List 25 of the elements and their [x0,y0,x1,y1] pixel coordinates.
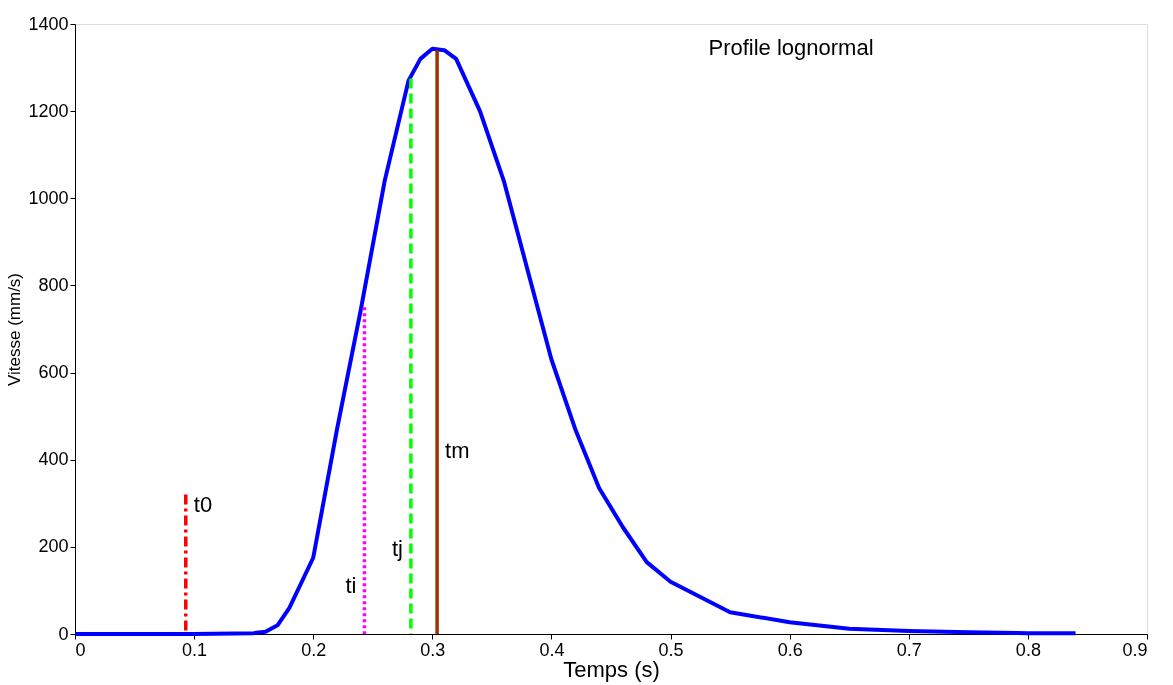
y-tick-label: 0 [58,623,69,644]
y-tick-label: 800 [38,274,69,295]
x-tick-label: 0.5 [658,639,684,660]
x-axis-title: Temps (s) [563,656,660,682]
y-tick-label: 600 [38,362,69,383]
annotation: tj [391,536,403,562]
x-tick-label: 0.6 [777,639,803,660]
annotation: tm [445,438,470,463]
text: Profile lognormal [708,35,874,60]
y-tick-label: 1200 [28,100,69,121]
y-tick-label: 400 [38,449,69,470]
x-tick-label: 0.7 [896,639,922,660]
y-tick-label: 1400 [28,13,69,34]
annotation: ti [345,573,357,599]
x-tick-label: 0.9 [1122,639,1148,660]
y-tick-label: 200 [38,536,69,557]
x-tick-label: 0.3 [420,639,446,660]
x-tick-label: 0.1 [182,639,208,660]
annotation: t0 [193,492,213,518]
x-tick-label: 0.4 [539,639,565,660]
y-tick-label: 1000 [28,187,69,208]
x-tick-label: 0.8 [1015,639,1041,660]
x-tick-label: 0 [75,639,86,660]
x-tick-label: 0.2 [301,639,327,660]
y-axis-title: Vitesse (mm/s) [5,272,25,387]
